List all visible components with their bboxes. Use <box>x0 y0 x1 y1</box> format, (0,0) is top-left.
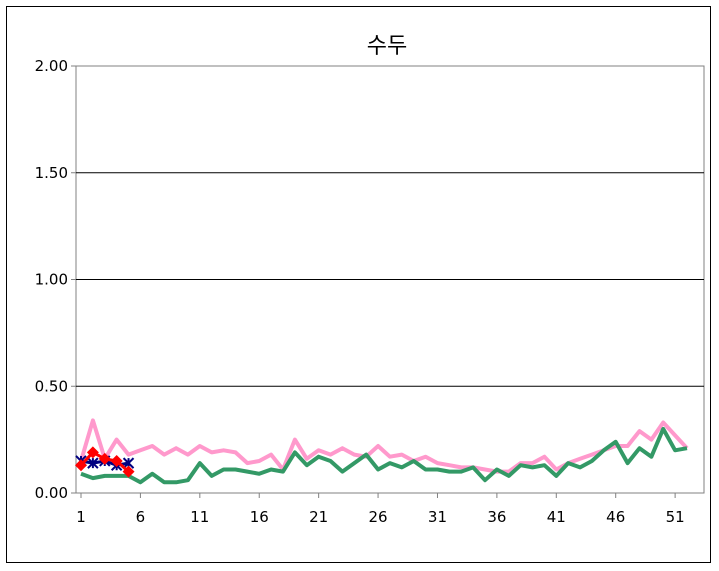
data-point <box>86 446 99 459</box>
x-tick-label: 31 <box>428 508 447 526</box>
x-tick-label: 36 <box>487 508 506 526</box>
x-tick-label: 26 <box>369 508 388 526</box>
x-tick-label: 16 <box>250 508 269 526</box>
series-2 <box>80 426 688 485</box>
y-axis-ticks: 0.00 0.50 1.00 1.50 2.00 <box>35 57 76 502</box>
chart-title: 수두 <box>367 34 407 59</box>
x-tick-label: 1 <box>76 508 86 526</box>
x-axis-ticks: 1 6 11 16 21 26 31 36 41 46 51 <box>76 493 685 526</box>
x-tick-label: 46 <box>606 508 625 526</box>
y-tick-label: 2.00 <box>35 57 68 75</box>
gridlines <box>76 172 704 387</box>
y-tick-label: 0.50 <box>35 377 68 395</box>
y-tick-label: 1.50 <box>35 164 68 182</box>
chart: 수두 0.000.501.001.502.00 1 6 11 16 21 26 31 36 41… <box>35 34 705 526</box>
y-tick-label: 0.00 <box>35 484 68 502</box>
chart-frame: 수두 0.00 0.50 1.00 1.50 2.00 1 6 11 16 21 26 31 36 41… <box>6 6 711 563</box>
series-1 <box>79 418 689 474</box>
x-tick-label: 51 <box>666 508 685 526</box>
series-line <box>79 418 689 474</box>
data-point <box>98 452 111 465</box>
x-tick-label: 21 <box>309 508 328 526</box>
data-point <box>75 459 87 472</box>
x-tick-label: 6 <box>136 508 146 526</box>
series-4 <box>75 446 135 478</box>
x-tick-label: 11 <box>190 508 209 526</box>
y-tick-label: 1.00 <box>35 271 68 289</box>
series-line <box>80 426 688 485</box>
series-group <box>75 418 689 485</box>
data-point <box>110 454 123 467</box>
x-tick-label: 41 <box>547 508 566 526</box>
data-point <box>122 465 135 478</box>
data-point <box>87 457 99 469</box>
